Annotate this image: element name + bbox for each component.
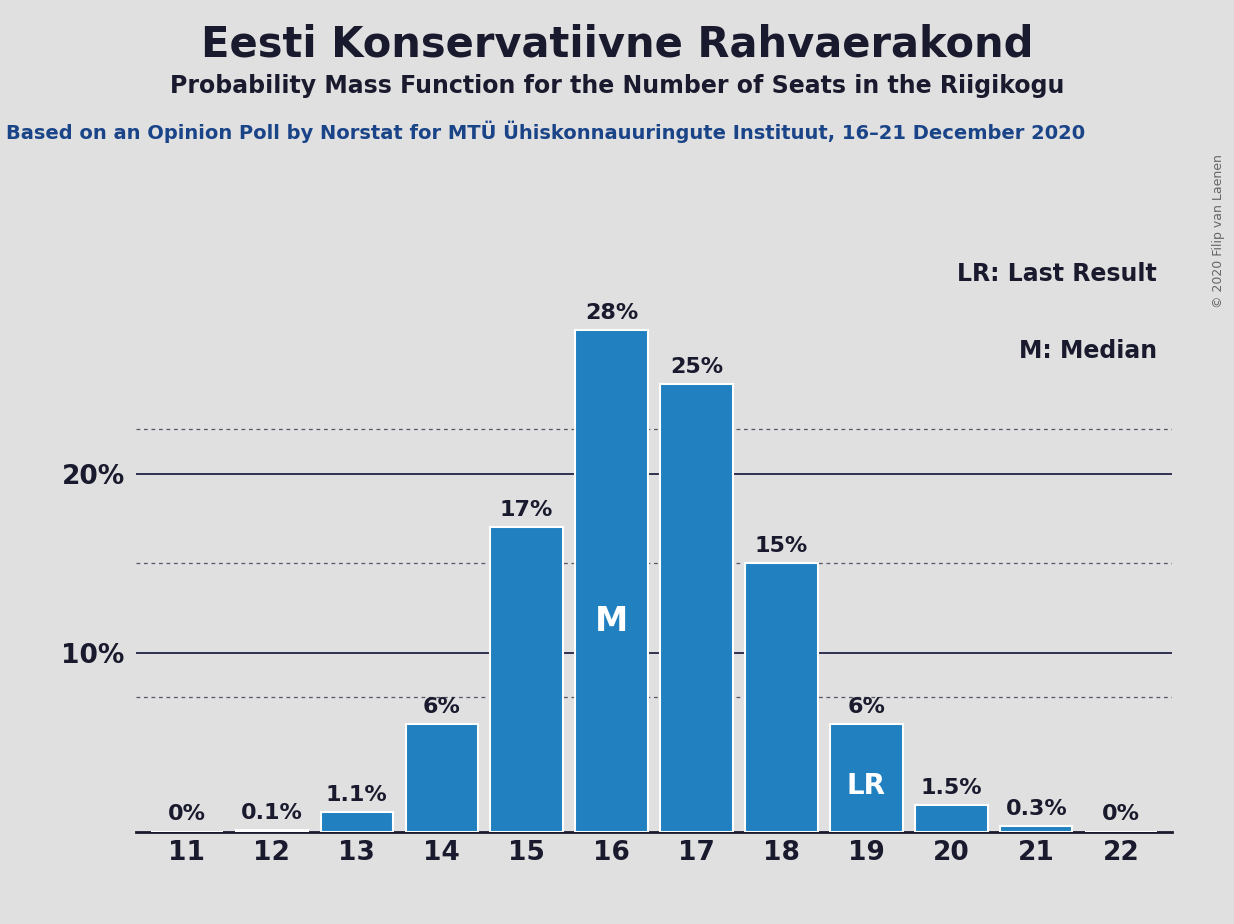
Text: LR: Last Result: LR: Last Result: [958, 261, 1156, 286]
Text: 28%: 28%: [585, 303, 638, 323]
Bar: [916, 805, 987, 832]
Text: 15%: 15%: [755, 536, 808, 556]
Bar: [321, 812, 392, 832]
Text: 0.1%: 0.1%: [241, 803, 302, 822]
Text: 0.3%: 0.3%: [1006, 799, 1067, 819]
Text: LR: LR: [847, 772, 886, 800]
Text: Based on an Opinion Poll by Norstat for MTÜ Ühiskonnauuringute Instituut, 16–21 : Based on an Opinion Poll by Norstat for …: [6, 120, 1085, 142]
Bar: [406, 724, 478, 832]
Bar: [660, 384, 733, 832]
Bar: [236, 830, 307, 832]
Text: 0%: 0%: [1102, 805, 1140, 824]
Text: Eesti Konservatiivne Rahvaerakond: Eesti Konservatiivne Rahvaerakond: [201, 23, 1033, 65]
Bar: [490, 528, 563, 832]
Text: 17%: 17%: [500, 500, 553, 520]
Text: M: Median: M: Median: [1018, 339, 1156, 363]
Text: M: M: [595, 604, 628, 638]
Text: 1.1%: 1.1%: [326, 784, 387, 805]
Text: 6%: 6%: [423, 697, 460, 717]
Text: © 2020 Filip van Laenen: © 2020 Filip van Laenen: [1212, 154, 1225, 308]
Text: Probability Mass Function for the Number of Seats in the Riigikogu: Probability Mass Function for the Number…: [170, 74, 1064, 98]
Bar: [745, 563, 818, 832]
Bar: [575, 331, 648, 832]
Bar: [1001, 826, 1072, 832]
Bar: [830, 724, 902, 832]
Text: 6%: 6%: [848, 697, 885, 717]
Text: 1.5%: 1.5%: [921, 778, 982, 797]
Text: 25%: 25%: [670, 357, 723, 377]
Text: 0%: 0%: [168, 805, 206, 824]
